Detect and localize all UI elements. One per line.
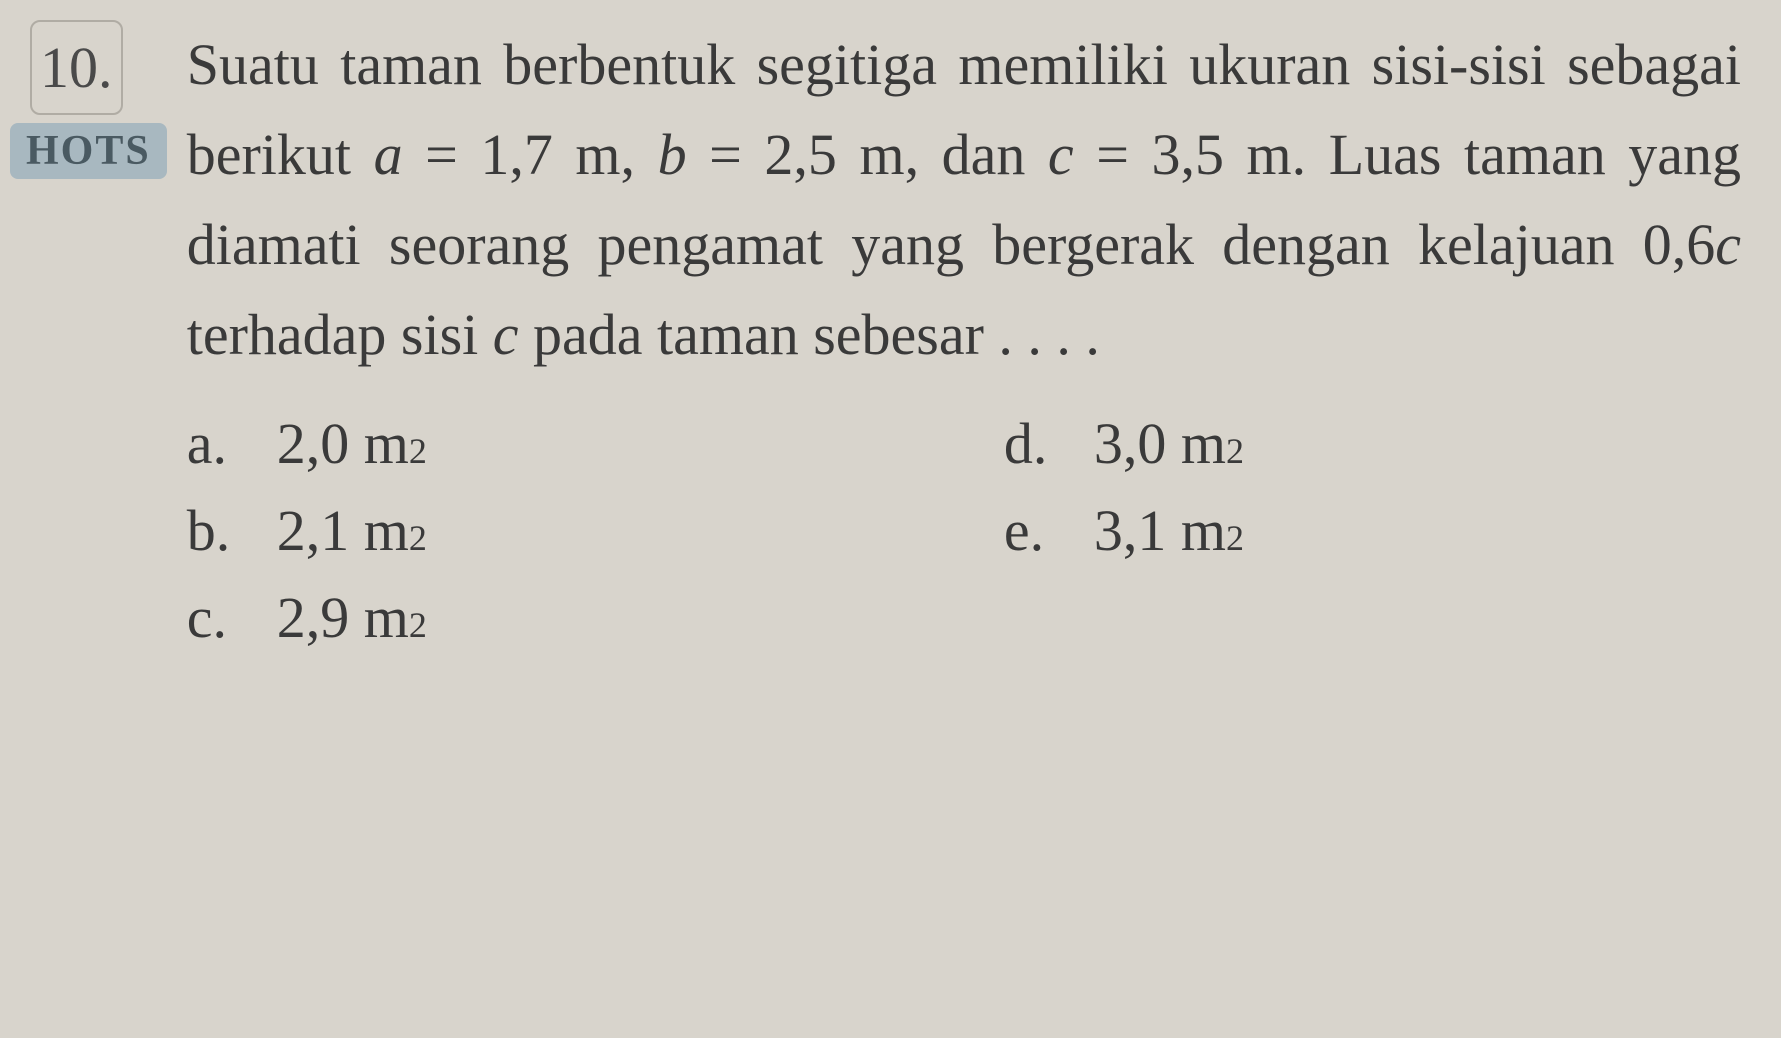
variable-b: b xyxy=(658,122,687,187)
option-letter-a: a. xyxy=(187,410,237,477)
option-b-number: 2,1 m xyxy=(277,497,409,564)
option-value-b: 2,1 m2 xyxy=(277,497,427,564)
option-c-number: 2,9 m xyxy=(277,584,409,651)
variable-c3: c xyxy=(493,302,519,367)
option-value-d: 3,0 m2 xyxy=(1094,410,1244,477)
option-letter-c: c. xyxy=(187,584,237,651)
option-value-a: 2,0 m2 xyxy=(277,410,427,477)
question-number-column: 10. HOTS xyxy=(40,20,167,651)
variable-c2: c xyxy=(1715,212,1741,277)
option-c: c. 2,9 m2 xyxy=(187,584,924,651)
text-eq2: = 2,5 m, dan xyxy=(687,122,1048,187)
option-value-c: 2,9 m2 xyxy=(277,584,427,651)
variable-a: a xyxy=(374,122,403,187)
option-a-number: 2,0 m xyxy=(277,410,409,477)
option-e-number: 3,1 m xyxy=(1094,497,1226,564)
option-a: a. 2,0 m2 xyxy=(187,410,924,477)
variable-c: c xyxy=(1048,122,1074,187)
options-grid: a. 2,0 m2 d. 3,0 m2 b. 2,1 m2 e. xyxy=(187,410,1741,651)
option-letter-d: d. xyxy=(1004,410,1054,477)
option-b: b. 2,1 m2 xyxy=(187,497,924,564)
option-letter-e: e. xyxy=(1004,497,1054,564)
question-content: Suatu taman berbentuk segitiga memiliki … xyxy=(187,20,1741,651)
text-part-3: pada taman sebesar . . . . xyxy=(519,302,1100,367)
question-container: 10. HOTS Suatu taman berbentuk segitiga … xyxy=(40,20,1741,651)
option-d: d. 3,0 m2 xyxy=(1004,410,1741,477)
text-eq1: = 1,7 m, xyxy=(403,122,658,187)
option-e: e. 3,1 m2 xyxy=(1004,497,1741,564)
option-value-e: 3,1 m2 xyxy=(1094,497,1244,564)
text-part-2: terhadap sisi xyxy=(187,302,493,367)
question-number: 10. xyxy=(30,20,123,115)
option-d-number: 3,0 m xyxy=(1094,410,1226,477)
option-letter-b: b. xyxy=(187,497,237,564)
question-text: Suatu taman berbentuk segitiga memiliki … xyxy=(187,20,1741,380)
hots-badge: HOTS xyxy=(10,123,167,179)
